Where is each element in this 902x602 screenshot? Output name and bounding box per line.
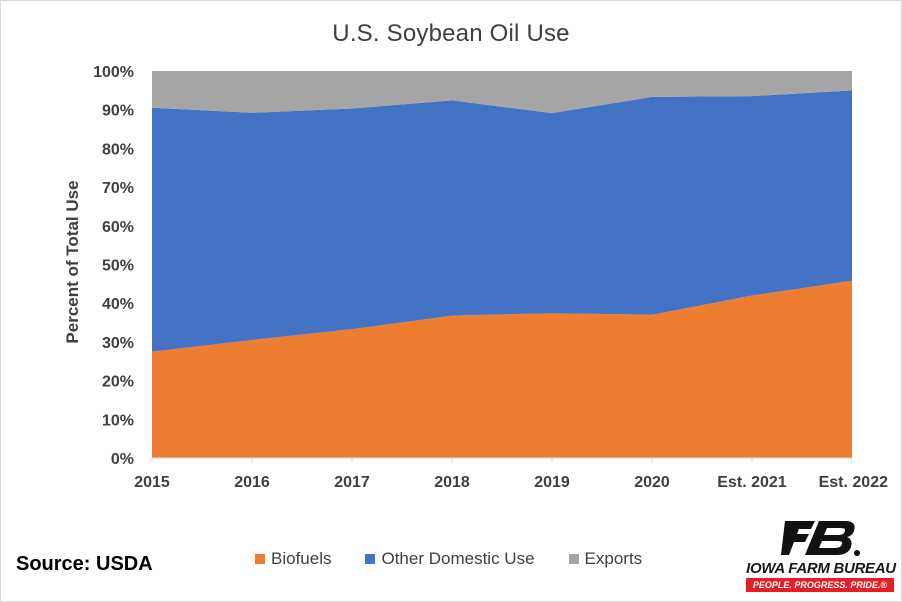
x-tick-label: 2019 (534, 474, 570, 491)
y-tick-label: 70% (102, 180, 134, 197)
x-tick-label: Est. 2022 (819, 474, 888, 491)
y-tick-label: 90% (102, 103, 134, 120)
legend-swatch-biofuels (255, 554, 265, 564)
legend-item-exports: Exports (568, 549, 643, 569)
legend-swatch-other-domestic-use (365, 554, 376, 564)
x-tick-label: 2020 (634, 474, 670, 491)
y-tick-label: 0% (111, 451, 134, 468)
logo-wordmark: IOWA FARM BUREAU (746, 560, 896, 577)
legend-label-exports: Exports (584, 549, 643, 568)
y-tick-label: 40% (102, 296, 134, 313)
y-tick-label: 20% (102, 374, 134, 391)
area-biofuels (152, 280, 852, 458)
legend: Biofuels Other Domestic Use Exports (255, 549, 642, 569)
x-tick-label: 2015 (134, 474, 170, 491)
y-tick-label: 50% (102, 258, 134, 275)
logo-tagline: PEOPLE. PROGRESS. PRIDE.® (746, 578, 894, 592)
x-tick-labels: 2015 2016 2017 2018 2019 2020 Est. 2021 Est. 20… (134, 474, 888, 491)
x-tick-label: 2016 (234, 474, 270, 491)
x-tick-label: 2017 (334, 474, 370, 491)
legend-label-biofuels: Biofuels (271, 549, 332, 568)
legend-item-other-domestic-use: Other Domestic Use (365, 549, 535, 569)
y-tick-label: 80% (102, 141, 134, 158)
fb-logo-mark-icon (781, 521, 860, 556)
axes-group (151, 457, 853, 463)
x-tick-label: 2018 (434, 474, 470, 491)
legend-label-other-domestic-use: Other Domestic Use (381, 549, 535, 568)
y-tick-label: 10% (102, 412, 134, 429)
y-tick-label: 100% (93, 64, 134, 81)
y-tick-labels: 0% 10% 20% 30% 40% 50% 60% 70% 80% 90% 100% (93, 64, 134, 468)
farm-bureau-logo: IOWA FARM BUREAU PEOPLE. PROGRESS. PRIDE… (744, 518, 898, 594)
chart-title: U.S. Soybean Oil Use (332, 20, 570, 47)
y-tick-label: 30% (102, 335, 134, 352)
x-tick-label: Est. 2021 (717, 474, 786, 491)
area-series-group (152, 71, 852, 458)
area-other-domestic-use (152, 90, 852, 352)
legend-item-biofuels: Biofuels (255, 549, 331, 569)
source-note: Source: USDA (16, 553, 153, 575)
y-tick-label: 60% (102, 219, 134, 236)
legend-swatch-exports (568, 554, 579, 564)
area-exports (152, 71, 852, 114)
